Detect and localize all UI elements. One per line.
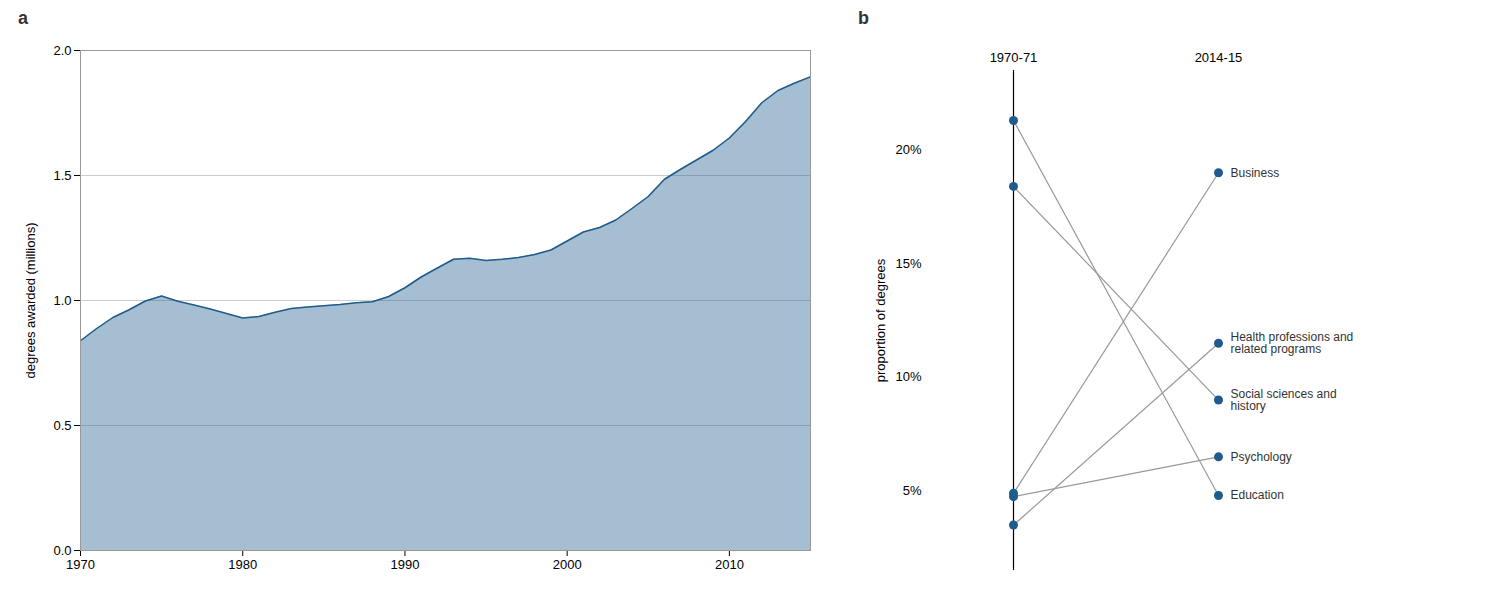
svg-text:2000: 2000 — [553, 557, 582, 572]
svg-text:2010: 2010 — [715, 557, 744, 572]
svg-text:Business: Business — [1231, 166, 1280, 180]
svg-text:1970: 1970 — [66, 557, 95, 572]
svg-text:1990: 1990 — [390, 557, 419, 572]
svg-text:2014-15: 2014-15 — [1195, 50, 1243, 65]
svg-text:20%: 20% — [895, 142, 921, 157]
svg-text:Education: Education — [1231, 488, 1284, 502]
svg-text:0.0: 0.0 — [53, 543, 71, 558]
svg-text:0.5: 0.5 — [53, 418, 71, 433]
svg-text:1.0: 1.0 — [53, 293, 71, 308]
svg-text:15%: 15% — [895, 256, 921, 271]
svg-text:1980: 1980 — [228, 557, 257, 572]
svg-text:2.0: 2.0 — [53, 43, 71, 58]
html-text:b: b — [858, 8, 869, 28]
svg-text:degrees awarded (millions): degrees awarded (millions) — [23, 222, 38, 378]
svg-text:Health professions andrelated: Health professions andrelated programs — [1231, 330, 1354, 356]
svg-text:1970-71: 1970-71 — [990, 50, 1038, 65]
svg-text:10%: 10% — [895, 369, 921, 384]
svg-text:proportion of degrees: proportion of degrees — [873, 258, 888, 382]
svg-text:Social sciences andhistory: Social sciences andhistory — [1231, 387, 1337, 413]
svg-text:1.5: 1.5 — [53, 168, 71, 183]
html-text:a: a — [18, 8, 28, 28]
svg-text:5%: 5% — [903, 483, 922, 498]
svg-text:Psychology: Psychology — [1231, 450, 1292, 464]
